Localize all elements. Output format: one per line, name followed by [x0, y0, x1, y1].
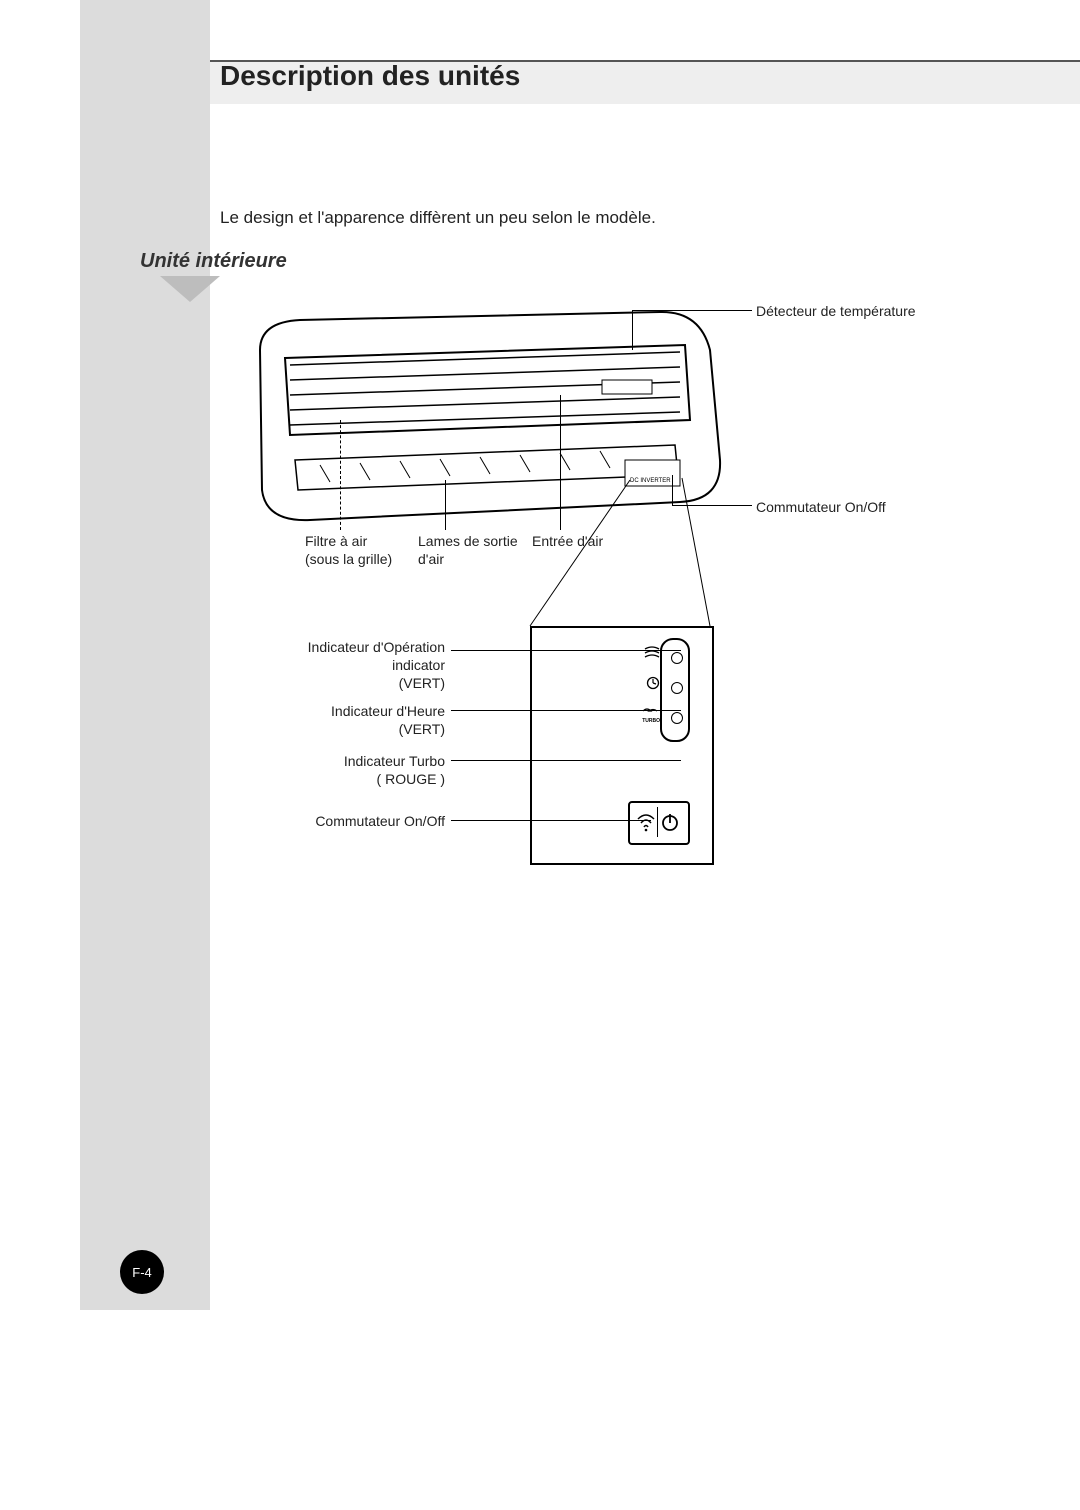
- leader-line: [632, 310, 752, 311]
- airflow-icon: [644, 646, 660, 665]
- label-air-blades: Lames de sortie d'air: [418, 532, 518, 568]
- label-time-ind-l2: (VERT): [399, 721, 445, 737]
- label-air-filter: Filtre à air (sous la grille): [305, 532, 392, 568]
- label-turbo-indicator: Indicateur Turbo ( ROUGE ): [310, 752, 445, 788]
- label-air-filter-l2: (sous la grille): [305, 551, 392, 567]
- page-number-badge: F-4: [120, 1250, 164, 1294]
- leader-line: [451, 650, 681, 651]
- operation-indicator-dot: [671, 652, 683, 664]
- control-panel-detail: TURBO: [530, 626, 714, 865]
- timer-indicator-dot: [671, 682, 683, 694]
- turbo-indicator-dot: [671, 712, 683, 724]
- left-grey-band: [80, 0, 210, 1310]
- leader-line-dashed: [340, 420, 341, 530]
- indoor-unit-illustration: DC INVERTER: [230, 310, 950, 530]
- intro-text: Le design et l'apparence diffèrent un pe…: [220, 208, 656, 228]
- label-onoff-switch-lower: Commutateur On/Off: [290, 812, 445, 830]
- indicator-strip: [660, 638, 690, 742]
- leader-line: [451, 820, 651, 821]
- dc-inverter-badge: DC INVERTER: [630, 478, 671, 484]
- label-turbo-ind-l1: Indicateur Turbo: [344, 753, 445, 769]
- label-time-ind-l1: Indicateur d'Heure: [331, 703, 445, 719]
- label-op-ind-l2: indicator: [392, 657, 445, 673]
- label-operation-indicator: Indicateur d'Opération indicator (VERT): [290, 638, 445, 693]
- label-air-blades-l1: Lames de sortie: [418, 533, 518, 549]
- manual-page: Description des unités Le design et l'ap…: [0, 0, 1080, 1510]
- leader-line: [451, 710, 681, 711]
- label-time-indicator: Indicateur d'Heure (VERT): [300, 702, 445, 738]
- leader-line: [672, 475, 673, 505]
- signal-icon: [636, 811, 656, 840]
- label-op-ind-l3: (VERT): [399, 675, 445, 691]
- leader-line: [560, 395, 561, 530]
- page-title: Description des unités: [220, 60, 520, 92]
- label-op-ind-l1: Indicateur d'Opération: [308, 639, 445, 655]
- label-air-filter-l1: Filtre à air: [305, 533, 367, 549]
- turbo-icon: TURBO: [642, 706, 660, 724]
- leader-line: [451, 760, 681, 761]
- subtitle-triangle-icon: [160, 276, 220, 302]
- page-number-text: F-4: [132, 1265, 152, 1280]
- label-air-inlet: Entrée d'air: [532, 532, 603, 550]
- leader-line: [672, 505, 752, 506]
- section-subtitle: Unité intérieure: [140, 250, 287, 273]
- power-icon: [657, 807, 682, 837]
- clock-icon: [646, 676, 660, 695]
- onoff-button[interactable]: [628, 801, 690, 845]
- label-temp-sensor: Détecteur de température: [756, 302, 916, 320]
- leader-line: [632, 310, 633, 350]
- leader-line: [445, 480, 446, 530]
- label-turbo-ind-l2: ( ROUGE ): [377, 771, 445, 787]
- label-onoff-switch-upper: Commutateur On/Off: [756, 498, 886, 516]
- label-air-blades-l2: d'air: [418, 551, 444, 567]
